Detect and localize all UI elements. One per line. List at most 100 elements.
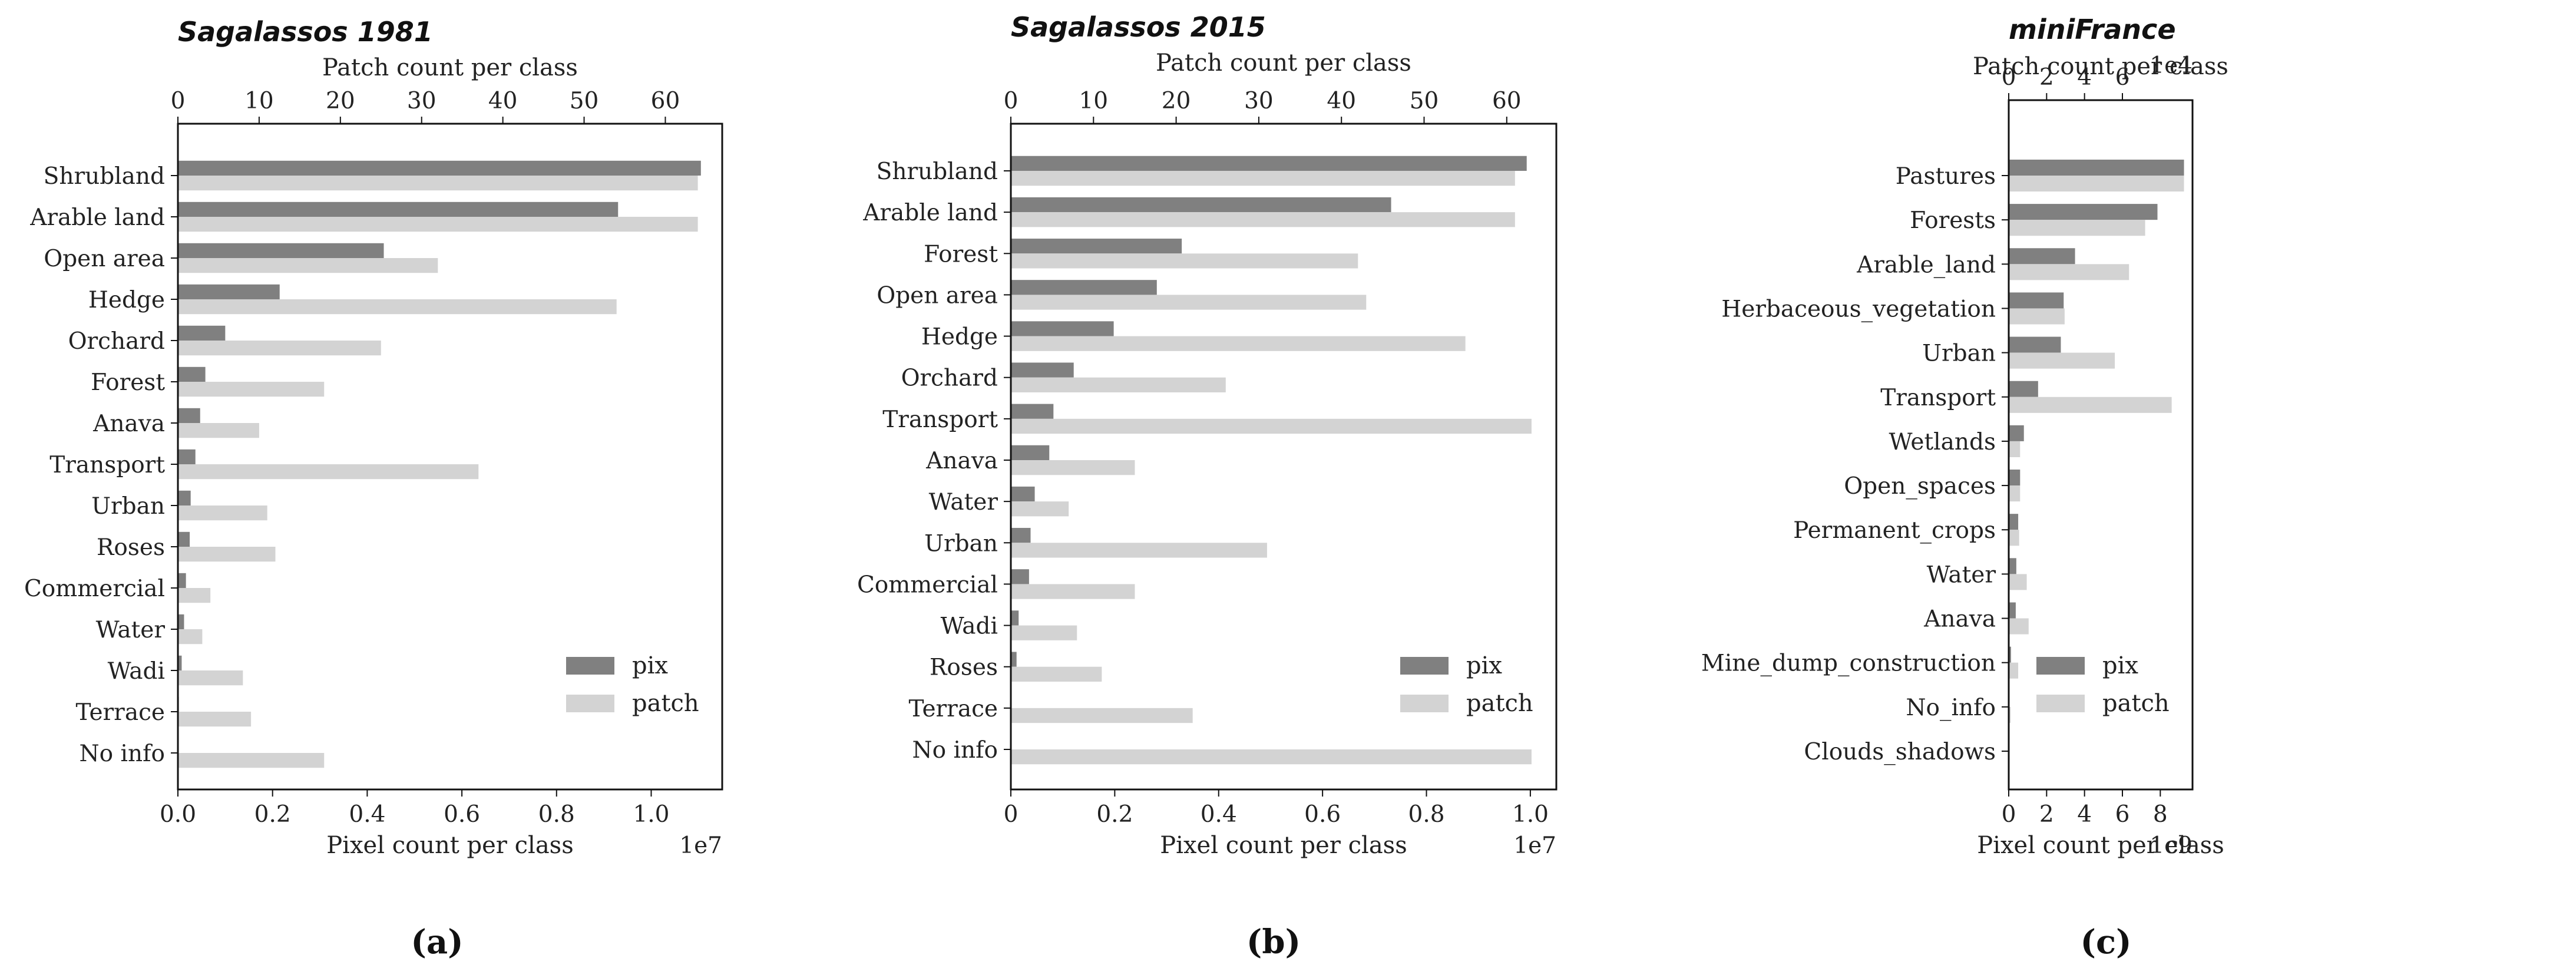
- x-bottom-tick-label: 0.4: [1201, 801, 1237, 828]
- bar-patch-shrubland: [178, 176, 698, 191]
- bar-pix-anava: [1011, 445, 1050, 460]
- x-bottom-axis-label: Pixel count per class: [1977, 832, 2224, 859]
- y-tick-label: Forests: [1910, 207, 1996, 234]
- legend-swatch-pix: [566, 657, 614, 675]
- bar-pix-transport: [178, 449, 196, 464]
- bar-patch-urban: [178, 505, 267, 521]
- legend-swatch-patch: [1400, 695, 1449, 712]
- bar-pix-orchard: [178, 325, 226, 341]
- bar-patch-hedge: [1011, 336, 1466, 351]
- bar-pix-roses: [1011, 652, 1017, 667]
- bar-patch-anava: [178, 423, 259, 438]
- y-tick-label: Wetlands: [1889, 429, 1996, 455]
- bar-pix-arable-land: [178, 201, 619, 217]
- plot-frame: [1010, 123, 1557, 791]
- bar-patch-wadi: [178, 670, 243, 686]
- x-top-tick-label: 20: [326, 88, 355, 114]
- bar-pix-transport: [2009, 381, 2038, 397]
- x-top-tick-label: 0: [1004, 88, 1019, 114]
- y-tick-label: Open area: [44, 246, 165, 272]
- bar-patch-wetlands: [2009, 441, 2021, 457]
- y-tick-label: Water: [929, 489, 998, 516]
- bar-patch-terrace: [1011, 708, 1193, 723]
- bar-patch-shrubland: [1011, 171, 1515, 186]
- x-bottom-tick-label: 4: [2077, 801, 2092, 828]
- legend-label-patch: patch: [1466, 690, 1533, 717]
- x-top-offset: 1e4: [2150, 52, 2193, 79]
- legend-label-patch: patch: [632, 690, 699, 717]
- bar-patch-herbaceous-vegetation: [2009, 308, 2065, 325]
- x-top-tick-label: 30: [407, 88, 437, 114]
- bar-patch-anava: [1011, 460, 1135, 475]
- x-top-tick-label: 30: [1244, 88, 1274, 114]
- x-top-tick-label: 40: [1327, 88, 1356, 114]
- bar-patch-open-area: [178, 258, 438, 273]
- y-tick-label: Clouds_shadows: [1804, 739, 1996, 765]
- plot-frame: [2008, 99, 2194, 791]
- x-bottom-tick-label: 1.0: [633, 801, 669, 828]
- y-tick-label: Urban: [924, 530, 998, 557]
- bar-pix-urban: [1011, 528, 1031, 543]
- y-tick-label: Mine_dump_construction: [1701, 650, 1996, 677]
- x-top-tick-label: 4: [2077, 64, 2092, 91]
- x-bottom-tick-label: 0: [1004, 801, 1019, 828]
- bar-pix-pastures: [2009, 159, 2184, 176]
- y-tick-label: Orchard: [901, 365, 998, 392]
- bar-pix-mine-dump-construction: [2009, 646, 2011, 663]
- y-tick-label: Wadi: [941, 613, 998, 640]
- bar-patch-orchard: [178, 341, 381, 356]
- x-bottom-tick-label: 8: [2153, 801, 2168, 828]
- bar-patch-hedge: [178, 299, 617, 315]
- y-tick-label: Water: [1927, 561, 1996, 588]
- x-bottom-tick-label: 0.2: [254, 801, 291, 828]
- x-top-tick-label: 10: [244, 88, 274, 114]
- legend-label-pix: pix: [632, 652, 668, 679]
- x-top-axis-label: Patch count per class: [322, 54, 578, 81]
- chart-title: Sagalassos 2015: [1011, 11, 1266, 43]
- bar-pix-urban: [178, 490, 191, 505]
- bar-patch-urban: [2009, 352, 2115, 369]
- bar-patch-orchard: [1011, 377, 1226, 392]
- bar-patch-roses: [1011, 666, 1102, 682]
- x-top-tick-label: 60: [1492, 88, 1522, 114]
- bar-patch-open-area: [1011, 295, 1367, 310]
- x-bottom-tick-label: 0.8: [1408, 801, 1445, 828]
- bar-pix-hedge: [1011, 321, 1114, 336]
- bar-pix-wadi: [178, 655, 182, 670]
- x-bottom-axis-label: Pixel count per class: [326, 832, 573, 859]
- bar-patch-permanent-crops: [2009, 530, 2019, 546]
- bar-pix-commercial: [178, 573, 186, 588]
- panel-caption: (a): [411, 923, 463, 962]
- y-tick-label: Roses: [930, 655, 998, 681]
- bar-patch-arable-land: [178, 217, 698, 232]
- y-tick-label: Urban: [1922, 341, 1996, 367]
- y-tick-label: Hedge: [921, 324, 998, 351]
- y-tick-label: Forest: [91, 369, 165, 396]
- x-bottom-tick-label: 1.0: [1512, 801, 1549, 828]
- chart-panel-2: Shrubland Arable land Forest Open area Hedge…: [857, 11, 1557, 962]
- x-top-tick-label: 10: [1079, 88, 1108, 114]
- x-bottom-axis-label: Pixel count per class: [1160, 832, 1407, 859]
- y-tick-label: Anava: [1923, 606, 1996, 633]
- y-tick-label: Commercial: [24, 576, 165, 602]
- x-top-tick-label: 50: [1410, 88, 1439, 114]
- legend-swatch-pix: [2036, 657, 2085, 675]
- bar-patch-forest: [1011, 253, 1358, 269]
- y-tick-label: No_info: [1906, 695, 1996, 721]
- bar-pix-forest: [178, 366, 206, 382]
- x-top-tick-label: 50: [570, 88, 599, 114]
- chart-panel-1: Shrubland Arable land Open area Hedge Orchar…: [24, 16, 723, 962]
- x-bottom-tick-label: 6: [2115, 801, 2130, 828]
- legend-swatch-patch: [2036, 695, 2085, 712]
- y-tick-label: Pastures: [1896, 163, 1996, 190]
- panel-caption: (c): [2080, 923, 2131, 962]
- bar-patch-water: [1011, 501, 1069, 517]
- y-tick-label: Forest: [924, 241, 998, 267]
- x-top-tick-label: 20: [1162, 88, 1191, 114]
- bar-pix-open-area: [1011, 280, 1157, 295]
- legend-label-pix: pix: [1466, 652, 1502, 679]
- x-bottom-tick-label: 2: [2039, 801, 2054, 828]
- bar-patch-no-info: [2009, 706, 2011, 723]
- bar-patch-transport: [1011, 418, 1532, 434]
- x-top-tick-label: 40: [488, 88, 518, 114]
